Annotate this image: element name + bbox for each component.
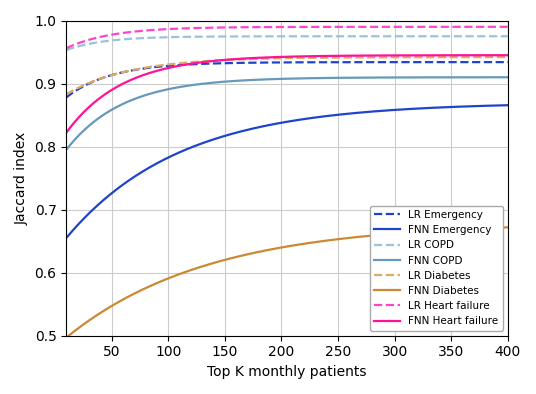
FNN Diabetes (494, 225, 501, 230)
LR Diabetes (63, 92, 70, 97)
LR Emergency (425, 60, 431, 65)
FNN Diabetes (326, 238, 332, 243)
LR Emergency (326, 60, 332, 65)
LR Heart failure (326, 24, 332, 29)
Line: FNN Emergency: FNN Emergency (66, 105, 508, 238)
LR COPD (494, 34, 501, 39)
FNN COPD (63, 147, 70, 152)
FNN Emergency (425, 106, 431, 110)
LR Diabetes (326, 55, 332, 60)
FNN COPD (326, 76, 332, 80)
LR Emergency (494, 60, 501, 65)
FNN Heart failure (276, 55, 282, 59)
FNN Diabetes (276, 245, 282, 250)
FNN Heart failure (302, 54, 308, 59)
FNN Heart failure (63, 130, 70, 135)
LR Diabetes (273, 56, 279, 61)
LR COPD (302, 34, 308, 39)
LR Heart failure (273, 25, 279, 30)
LR Emergency (63, 95, 70, 100)
FNN Emergency (276, 121, 282, 126)
LR Diabetes (302, 56, 308, 60)
FNN Heart failure (505, 53, 511, 58)
LR Heart failure (63, 46, 70, 50)
FNN COPD (302, 76, 308, 81)
LR COPD (326, 34, 332, 39)
LR Emergency (505, 60, 511, 65)
FNN COPD (273, 77, 279, 82)
Legend: LR Emergency, FNN Emergency, LR COPD, FNN COPD, LR Diabetes, FNN Diabetes, LR He: LR Emergency, FNN Emergency, LR COPD, FN… (370, 206, 503, 331)
FNN COPD (494, 75, 501, 80)
FNN Emergency (494, 103, 501, 108)
Y-axis label: Jaccard index: Jaccard index (15, 132, 29, 225)
FNN Emergency (302, 117, 308, 121)
X-axis label: Top K monthly patients: Top K monthly patients (207, 365, 367, 379)
LR Diabetes (505, 55, 511, 59)
Line: LR Emergency: LR Emergency (66, 62, 508, 97)
FNN COPD (276, 76, 282, 81)
FNN Diabetes (425, 229, 431, 234)
FNN Emergency (326, 113, 332, 118)
LR Diabetes (425, 55, 431, 59)
FNN Diabetes (273, 246, 279, 251)
LR Diabetes (494, 55, 501, 59)
FNN Emergency (63, 236, 70, 240)
Line: LR Heart failure: LR Heart failure (66, 27, 508, 48)
FNN Heart failure (425, 53, 431, 58)
LR Heart failure (494, 24, 501, 29)
Line: FNN Diabetes: FNN Diabetes (66, 227, 508, 338)
FNN Heart failure (273, 55, 279, 59)
FNN Diabetes (302, 241, 308, 246)
Line: FNN COPD: FNN COPD (66, 77, 508, 150)
Line: LR Diabetes: LR Diabetes (66, 57, 508, 94)
LR COPD (276, 34, 282, 39)
FNN Emergency (273, 121, 279, 126)
LR Diabetes (276, 56, 282, 61)
FNN Diabetes (63, 335, 70, 340)
LR Heart failure (276, 25, 282, 30)
LR Heart failure (505, 24, 511, 29)
LR COPD (425, 34, 431, 39)
LR Heart failure (425, 24, 431, 29)
FNN Heart failure (326, 54, 332, 58)
LR COPD (505, 34, 511, 39)
FNN COPD (425, 75, 431, 80)
FNN Diabetes (505, 225, 511, 230)
FNN Heart failure (494, 53, 501, 58)
Line: FNN Heart failure: FNN Heart failure (66, 55, 508, 133)
FNN Emergency (505, 103, 511, 108)
Line: LR COPD: LR COPD (66, 36, 508, 50)
LR Emergency (273, 60, 279, 65)
LR COPD (273, 34, 279, 39)
FNN COPD (505, 75, 511, 80)
LR COPD (63, 48, 70, 52)
LR Emergency (276, 60, 282, 65)
LR Emergency (302, 60, 308, 65)
LR Heart failure (302, 24, 308, 29)
